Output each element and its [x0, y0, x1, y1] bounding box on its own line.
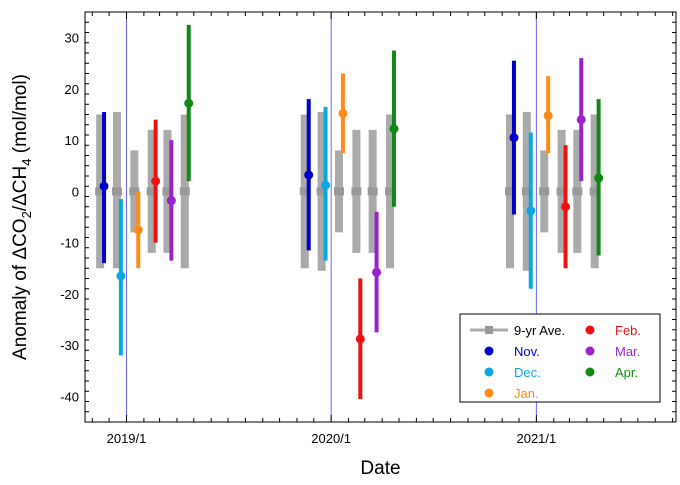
average-marker: [505, 187, 516, 196]
data-point: [133, 225, 143, 235]
data-point: [576, 115, 586, 125]
y-axis-title: Anomaly of ΔCO2/ΔCH4 (mol/mol): [10, 74, 34, 360]
data-point: [594, 173, 604, 183]
data-point: [151, 176, 161, 186]
legend-label: 9-yr Ave.: [514, 323, 565, 338]
average-marker: [556, 187, 567, 196]
y-axis-title-part: /ΔCH: [10, 166, 31, 211]
x-axis: 2019/1 2020/1 2021/1: [91, 12, 674, 446]
series-feb: [151, 119, 571, 399]
plot-marks: [95, 24, 604, 399]
x-tick-label: 2019/1: [107, 431, 147, 446]
data-point: [304, 170, 314, 180]
average-marker: [129, 187, 140, 196]
data-point: [509, 133, 519, 143]
legend-marker: [585, 346, 595, 356]
y-axis-title-part: 4: [19, 159, 34, 166]
average-marker: [351, 187, 362, 196]
legend: 9-yr Ave. Nov. Dec. Jan. Feb. Mar. Apr.: [459, 313, 661, 403]
average-marker: [334, 187, 345, 196]
y-tick-label: -30: [60, 338, 79, 353]
y-tick-label: -20: [60, 287, 79, 302]
x-tick-label: 2020/1: [311, 431, 351, 446]
data-point: [321, 180, 331, 190]
legend-marker: [585, 325, 595, 335]
series-9-yr-ave: [95, 111, 600, 271]
average-marker: [299, 187, 310, 196]
x-axis-title: Date: [360, 458, 400, 479]
average-marker: [367, 187, 378, 196]
legend-marker: [484, 388, 494, 398]
average-marker: [589, 187, 600, 196]
series-jan: [133, 73, 553, 269]
average-marker: [385, 187, 396, 196]
data-point: [543, 111, 553, 121]
average-marker: [539, 187, 550, 196]
legend-label: Nov.: [514, 344, 540, 359]
legend-label: Apr.: [615, 365, 638, 380]
y-axis: -40 -30 -20 -10 0 10 20 30: [60, 11, 676, 423]
data-point: [338, 108, 348, 118]
y-tick-label: 10: [65, 133, 79, 148]
legend-label: Jan.: [514, 386, 539, 401]
data-point: [526, 206, 536, 216]
average-marker: [111, 187, 122, 196]
legend-label: Dec.: [514, 365, 541, 380]
y-tick-label: 0: [72, 184, 79, 199]
data-point: [99, 181, 109, 191]
data-point: [355, 334, 365, 344]
legend-marker: [484, 367, 494, 377]
data-point: [184, 98, 194, 108]
average-marker: [146, 187, 157, 196]
legend-marker: [585, 367, 595, 377]
average-marker: [179, 187, 190, 196]
data-point: [166, 196, 176, 206]
y-tick-label: 20: [65, 82, 79, 97]
data-point: [116, 271, 126, 281]
data-point: [561, 202, 571, 212]
average-marker: [521, 187, 532, 196]
series-nov: [99, 60, 519, 264]
x-tick-label: 2021/1: [516, 431, 556, 446]
y-axis-title-part: (mol/mol): [10, 74, 31, 158]
series-dec: [116, 106, 536, 356]
legend-marker: [484, 346, 494, 356]
average-marker: [572, 187, 583, 196]
y-tick-label: 30: [65, 31, 79, 46]
y-axis-title-part: Anomaly of ΔCO: [10, 218, 31, 360]
data-point: [389, 124, 399, 134]
average-marker: [162, 187, 173, 196]
y-tick-label: -40: [60, 389, 79, 404]
legend-label: Feb.: [615, 323, 641, 338]
series-apr: [184, 24, 604, 256]
data-point: [372, 267, 382, 277]
series-mar: [166, 58, 586, 333]
y-axis-title-part: 2: [19, 211, 34, 218]
legend-marker: [485, 326, 493, 334]
y-tick-label: -10: [60, 236, 79, 251]
legend-label: Mar.: [615, 344, 640, 359]
average-marker: [316, 187, 327, 196]
average-marker: [95, 187, 106, 196]
